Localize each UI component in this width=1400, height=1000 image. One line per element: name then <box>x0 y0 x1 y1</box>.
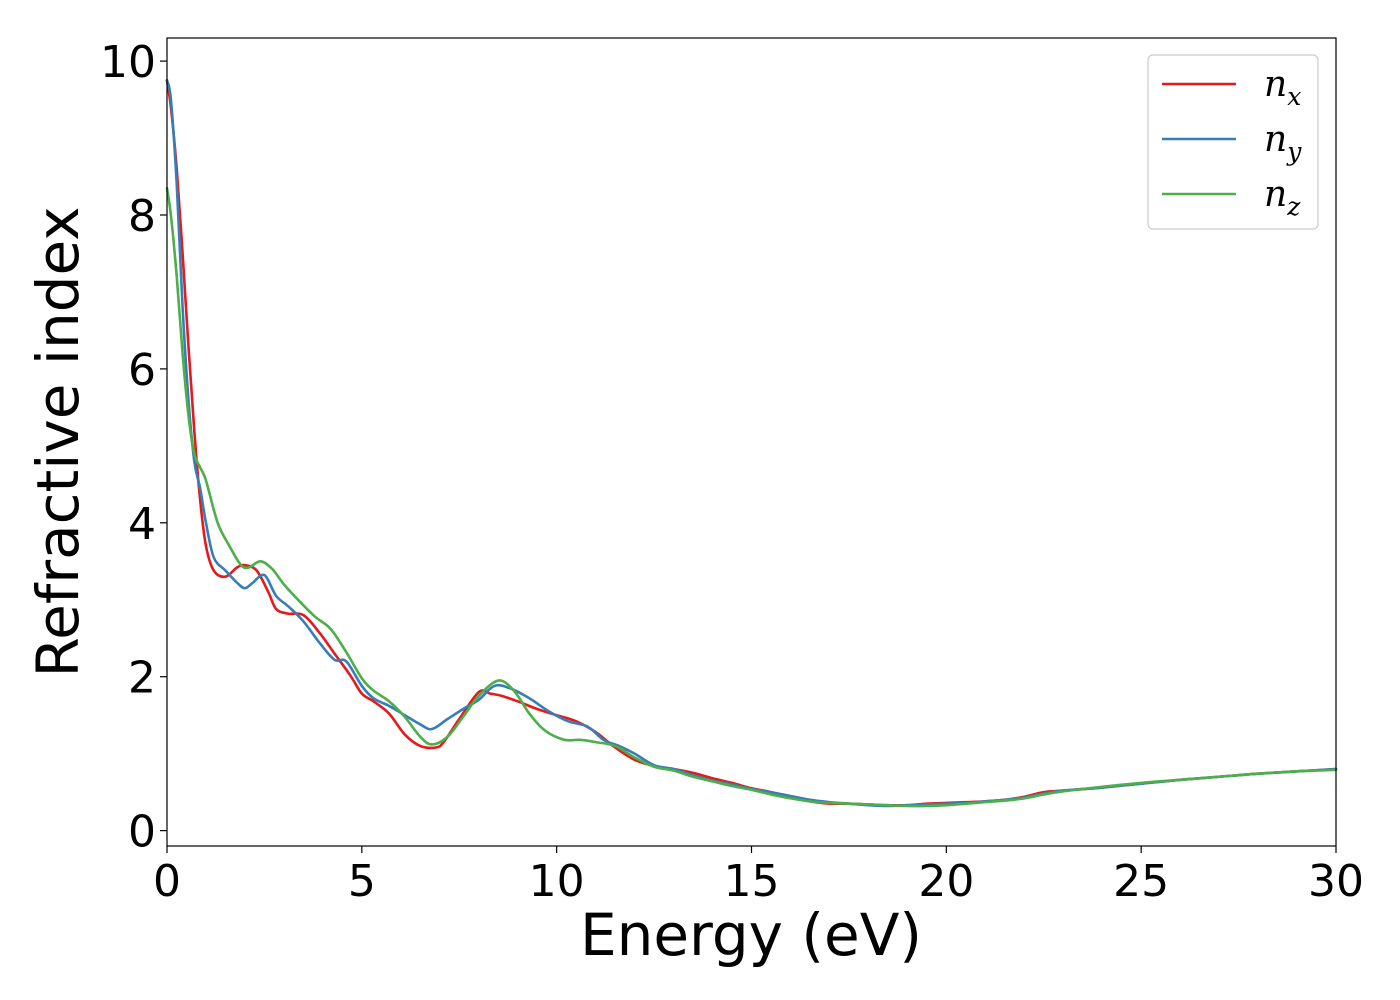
y-tick-label: 4 <box>128 499 156 550</box>
series-layer <box>165 79 1338 808</box>
x-tick-label: 5 <box>348 856 376 907</box>
y-axis-label: Refractive index <box>24 206 92 677</box>
series-line-nz <box>165 186 1338 808</box>
x-axis-ticks: 0 5 10 15 20 25 30 <box>153 846 1364 907</box>
y-tick-label: 10 <box>100 37 156 88</box>
x-tick-label: 20 <box>918 856 974 907</box>
x-tick-label: 30 <box>1308 856 1364 907</box>
y-tick-label: 0 <box>128 807 156 858</box>
y-tick-label: 8 <box>128 191 156 242</box>
x-axis-label: Energy (eV) <box>580 901 922 969</box>
legend-box <box>1147 54 1319 230</box>
y-tick-label: 2 <box>128 653 156 704</box>
y-axis-ticks: 0 2 4 6 8 10 <box>100 37 167 858</box>
x-tick-label: 0 <box>153 856 181 907</box>
y-tick-label: 6 <box>128 345 156 396</box>
x-tick-label: 10 <box>529 856 585 907</box>
x-tick-label: 25 <box>1113 856 1169 907</box>
x-tick-label: 15 <box>724 856 780 907</box>
